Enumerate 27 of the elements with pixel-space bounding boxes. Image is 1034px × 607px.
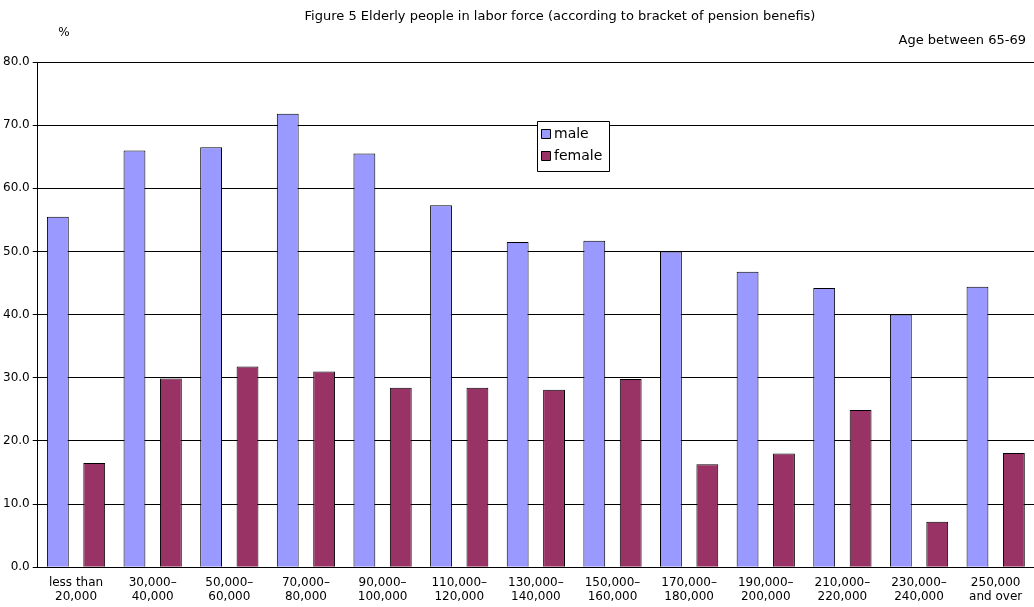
y-tick-label: 70.0 bbox=[3, 117, 30, 132]
y-axis-title: % bbox=[58, 25, 70, 40]
x-tick-label: 190,000– 200,000 bbox=[737, 574, 794, 603]
y-tick-label: 0.0 bbox=[10, 559, 30, 574]
y-tick-label: 40.0 bbox=[3, 306, 30, 321]
legend-label: female bbox=[554, 146, 603, 163]
y-tick-label: 20.0 bbox=[3, 433, 30, 448]
x-tick-label: 250,000 and over bbox=[969, 574, 1023, 603]
x-tick-label: 90,000– 100,000 bbox=[357, 574, 408, 603]
y-tick-label: 10.0 bbox=[3, 496, 30, 511]
x-tick-label: 210,000– 220,000 bbox=[814, 574, 871, 603]
y-tick-label: 50.0 bbox=[3, 243, 30, 258]
x-tick-label: 70,000– 80,000 bbox=[281, 574, 330, 603]
x-tick-label: less than 20,000 bbox=[48, 574, 104, 603]
y-tick-label: 30.0 bbox=[3, 369, 30, 384]
x-tick-label: 150,000– 160,000 bbox=[584, 574, 641, 603]
chart-subtitle: Age between 65-69 bbox=[898, 32, 1026, 48]
chart-title: Figure 5 Elderly people in labor force (according to bracket of pension benefis) bbox=[304, 8, 816, 24]
x-tick-label: 230,000– 240,000 bbox=[891, 574, 947, 603]
x-tick-label: 50,000– 60,000 bbox=[205, 574, 254, 603]
x-tick-label: 170,000– 180,000 bbox=[661, 574, 717, 603]
y-tick-label: 80.0 bbox=[3, 54, 30, 69]
x-tick-label: 110,000– 120,000 bbox=[431, 574, 488, 603]
x-tick-label: 130,000– 140,000 bbox=[508, 574, 564, 603]
x-tick-label: 30,000– 40,000 bbox=[128, 574, 177, 603]
y-tick-label: 60.0 bbox=[3, 180, 30, 195]
legend-label: male bbox=[554, 124, 589, 141]
